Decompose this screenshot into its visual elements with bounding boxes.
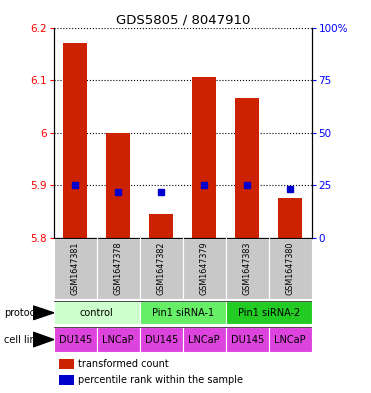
Text: protocol: protocol xyxy=(4,308,43,318)
Text: LNCaP: LNCaP xyxy=(102,334,134,345)
Text: DU145: DU145 xyxy=(59,334,92,345)
Bar xyxy=(140,301,226,324)
Polygon shape xyxy=(33,332,54,347)
Bar xyxy=(97,327,140,352)
Text: DU145: DU145 xyxy=(145,334,178,345)
Text: control: control xyxy=(80,308,114,318)
Text: GSM1647383: GSM1647383 xyxy=(243,242,252,295)
Bar xyxy=(140,238,183,299)
Text: GSM1647382: GSM1647382 xyxy=(157,241,166,295)
Bar xyxy=(106,133,130,238)
Text: transformed count: transformed count xyxy=(78,358,168,369)
Text: GSM1647379: GSM1647379 xyxy=(200,241,209,295)
Bar xyxy=(54,238,97,299)
Bar xyxy=(150,214,173,238)
Text: Pin1 siRNA-1: Pin1 siRNA-1 xyxy=(152,308,214,318)
Bar xyxy=(59,375,75,385)
Bar xyxy=(226,301,312,324)
Bar xyxy=(269,327,312,352)
Bar xyxy=(54,301,140,324)
Text: DU145: DU145 xyxy=(230,334,264,345)
Text: percentile rank within the sample: percentile rank within the sample xyxy=(78,375,243,385)
Text: Pin1 siRNA-2: Pin1 siRNA-2 xyxy=(237,308,300,318)
Text: GSM1647380: GSM1647380 xyxy=(286,242,295,295)
Bar xyxy=(278,198,302,238)
Bar xyxy=(226,238,269,299)
Bar xyxy=(54,327,97,352)
Bar xyxy=(183,327,226,352)
Bar xyxy=(97,238,140,299)
Bar xyxy=(269,238,312,299)
Bar xyxy=(193,77,216,238)
Bar xyxy=(140,327,183,352)
Bar xyxy=(183,238,226,299)
Title: GDS5805 / 8047910: GDS5805 / 8047910 xyxy=(115,13,250,26)
Bar xyxy=(226,327,269,352)
Text: LNCaP: LNCaP xyxy=(274,334,306,345)
Text: GSM1647381: GSM1647381 xyxy=(71,242,80,295)
Text: GSM1647378: GSM1647378 xyxy=(114,241,123,295)
Bar xyxy=(235,99,259,238)
Text: LNCaP: LNCaP xyxy=(188,334,220,345)
Text: cell line: cell line xyxy=(4,334,42,345)
Polygon shape xyxy=(33,306,54,320)
Bar xyxy=(63,43,87,238)
Bar xyxy=(59,359,75,369)
